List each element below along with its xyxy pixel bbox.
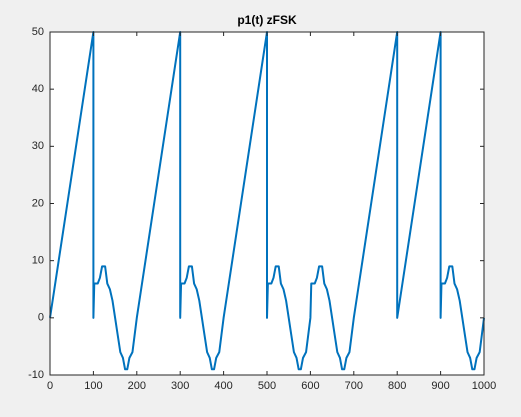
x-tick-label: 100 [84, 380, 102, 392]
x-tick-label: 800 [388, 380, 406, 392]
x-tick-label: 400 [214, 380, 232, 392]
x-tick-label: 1000 [472, 380, 496, 392]
x-tick-label: 600 [301, 380, 319, 392]
y-tick-label: -10 [28, 369, 44, 381]
x-tick-label: 0 [47, 380, 53, 392]
x-tick-label: 300 [171, 380, 189, 392]
x-tick-label: 200 [128, 380, 146, 392]
y-tick-label: 0 [38, 312, 44, 324]
y-tick-label: 50 [32, 26, 44, 38]
y-tick-label: 20 [32, 197, 44, 209]
y-tick-label: 40 [32, 83, 44, 95]
chart-title: p1(t) zFSK [237, 13, 297, 27]
x-tick-label: 900 [431, 380, 449, 392]
x-tick-label: 700 [345, 380, 363, 392]
x-tick-label: 500 [258, 380, 276, 392]
data-line [49, 31, 485, 371]
y-tick-label: 30 [32, 140, 44, 152]
y-tick-label: 10 [32, 255, 44, 267]
